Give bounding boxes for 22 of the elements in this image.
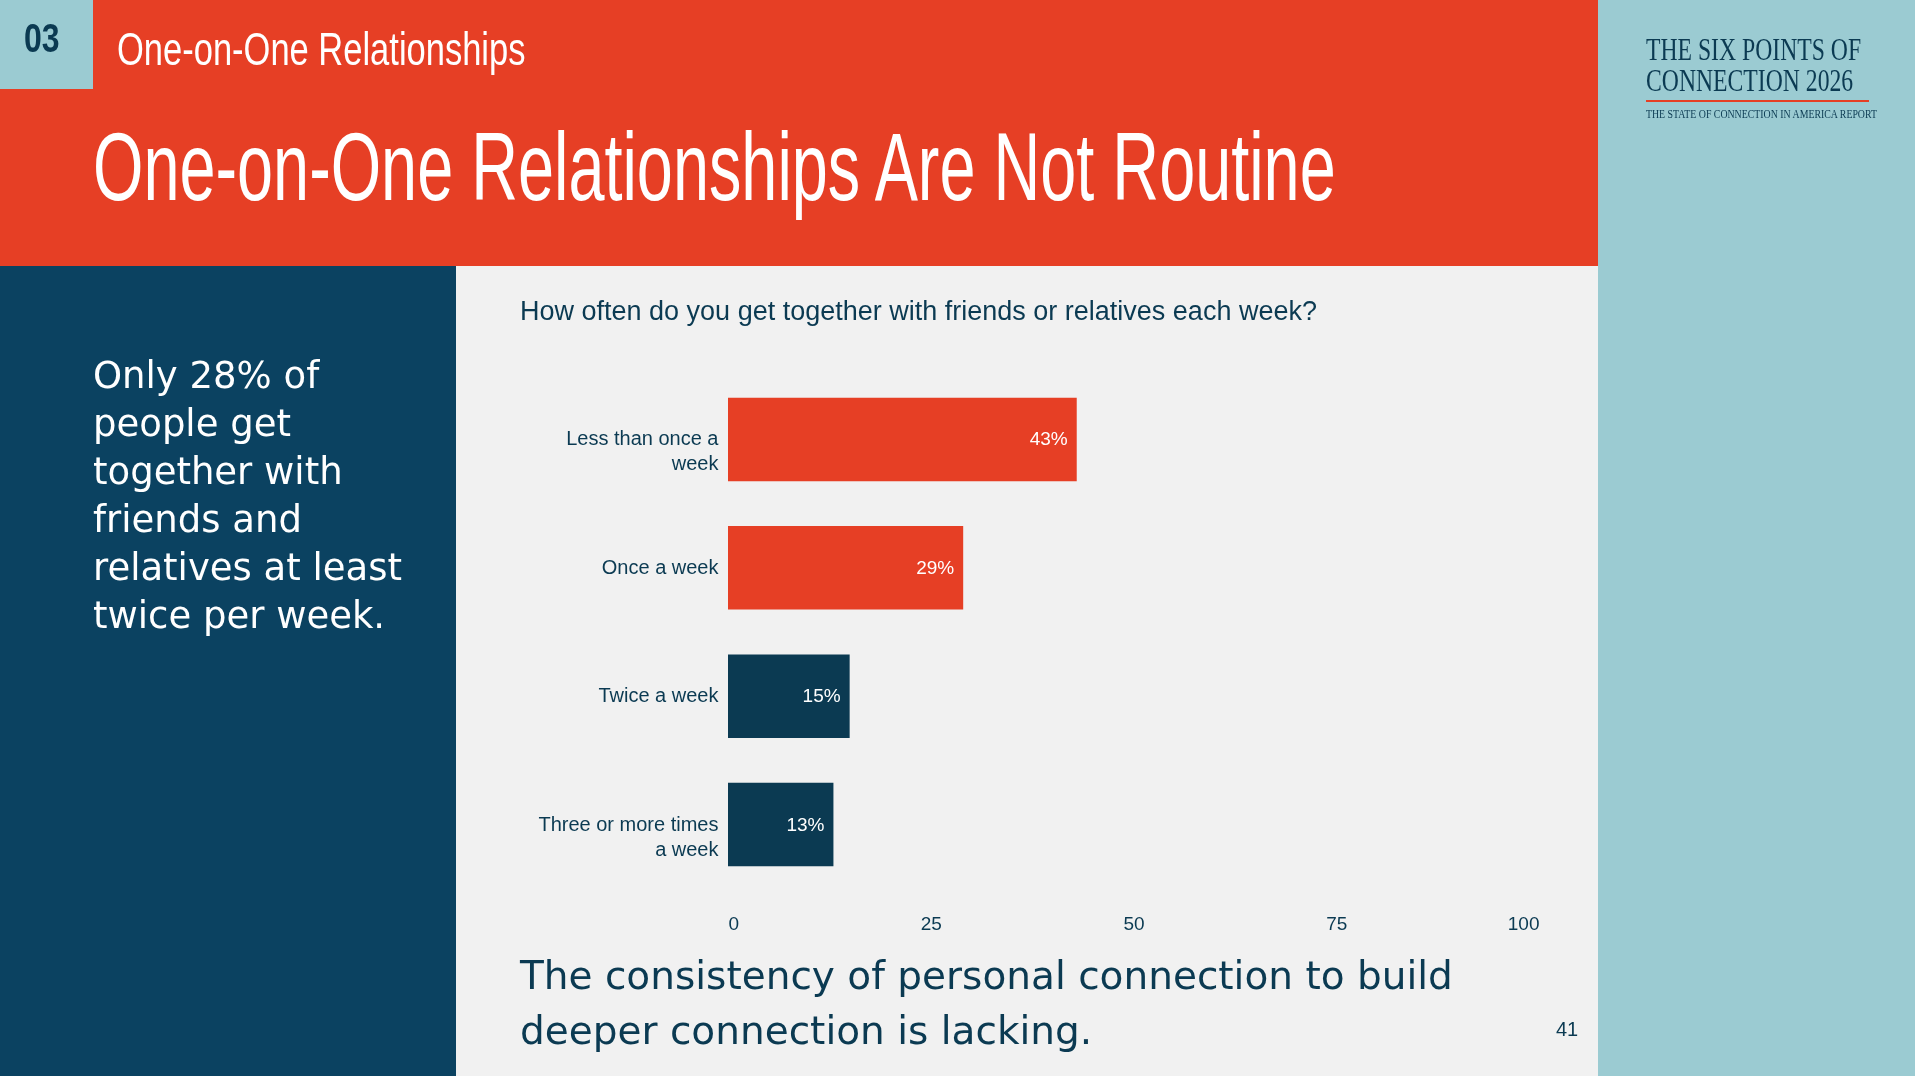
y-tick-label: Less than once a week [566,427,720,475]
x-tick-label: 0 [728,912,740,934]
chart-subtitle: How often do you get together with friends or relatives each week? [520,296,1317,327]
data-label: 29% [916,556,955,578]
y-tick-label: Twice a week [598,684,720,707]
y-tick-label: Three or more times a week [538,812,720,860]
text: Only 28% of people get together with friends and relatives at least twice per week. [93,353,404,639]
text: THE STATE OF CONNECTION IN AMERICA REPORT [1646,107,1877,122]
y-tick-label: Once a week [601,555,720,578]
data-label: 15% [802,685,841,707]
x-tick-label: 50 [1123,912,1145,934]
text: The consistency of personal connection to build deeper connection is lacking. [520,952,1454,1055]
text: 41 [1556,1018,1579,1041]
data-label: 43% [1029,428,1068,450]
x-tick-label: 25 [920,912,942,934]
text: 03 [24,16,60,61]
chart-title: One-on-One Relationships Are Not Routine [93,112,1336,222]
x-tick-label: 100 [1507,912,1540,934]
x-tick-label: 75 [1326,912,1348,934]
text: One-on-One Relationships [117,22,526,76]
text: THE SIX POINTS OF CONNECTION 2026 [1646,31,1863,98]
data-label: 13% [786,813,825,835]
